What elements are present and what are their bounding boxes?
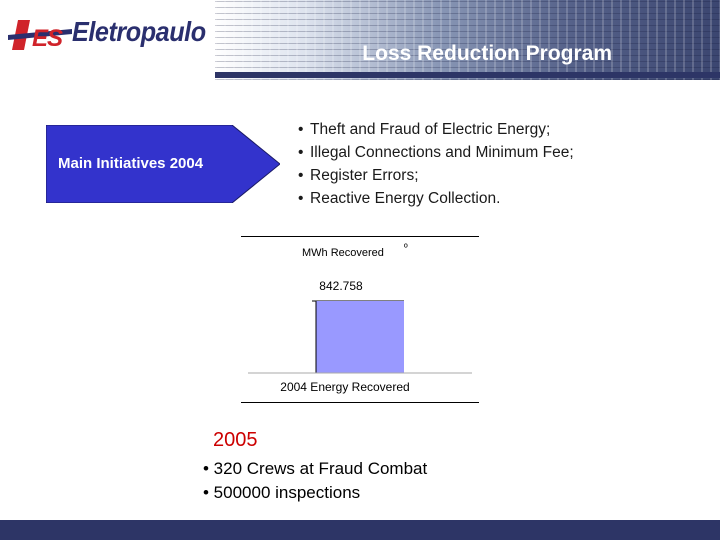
- chart-bar: [316, 301, 404, 373]
- x-tick-label: 2004 Energy Recovered: [280, 380, 409, 394]
- header-divider: [215, 72, 720, 78]
- header-banner: [215, 0, 720, 80]
- energy-recovered-chart: 842.758 2004 Energy Recovered: [248, 279, 472, 394]
- list-item: • Reactive Energy Collection.: [298, 190, 501, 207]
- list-item: • 320 Crews at Fraud Combat: [203, 459, 428, 478]
- logo-wordmark: Eletropaulo: [72, 16, 206, 47]
- list-item: • Theft and Fraud of Electric Energy;: [298, 121, 551, 138]
- list-item: • 500000 inspections: [203, 483, 361, 502]
- svg-text:ES: ES: [32, 25, 63, 52]
- chart-title-mark: º: [404, 243, 408, 254]
- footer-bar: [0, 520, 720, 540]
- main-initiatives-label: Main Initiatives 2004: [58, 155, 204, 172]
- aes-logo-mark-icon: ES: [8, 20, 72, 52]
- initiatives-list: • Theft and Fraud of Electric Energy; • Il…: [298, 118, 574, 210]
- plan-2005-year: 2005: [213, 429, 258, 451]
- chart-bottom-rule: [241, 402, 479, 403]
- chart-title: MWh Recovered: [302, 247, 384, 259]
- chart-top-rule: [241, 236, 479, 237]
- company-logo: ES Eletropaulo: [8, 14, 206, 54]
- list-item: • Illegal Connections and Minimum Fee;: [298, 144, 574, 161]
- main-initiatives-arrow: [46, 125, 280, 203]
- bar-data-label: 842.758: [319, 279, 363, 293]
- header: ES Eletropaulo Loss Reduction Program: [0, 0, 720, 80]
- list-item: • Register Errors;: [298, 167, 419, 184]
- page-title: Loss Reduction Program: [362, 42, 612, 65]
- plan-2005-list: • 320 Crews at Fraud Combat • 500000 ins…: [203, 457, 427, 505]
